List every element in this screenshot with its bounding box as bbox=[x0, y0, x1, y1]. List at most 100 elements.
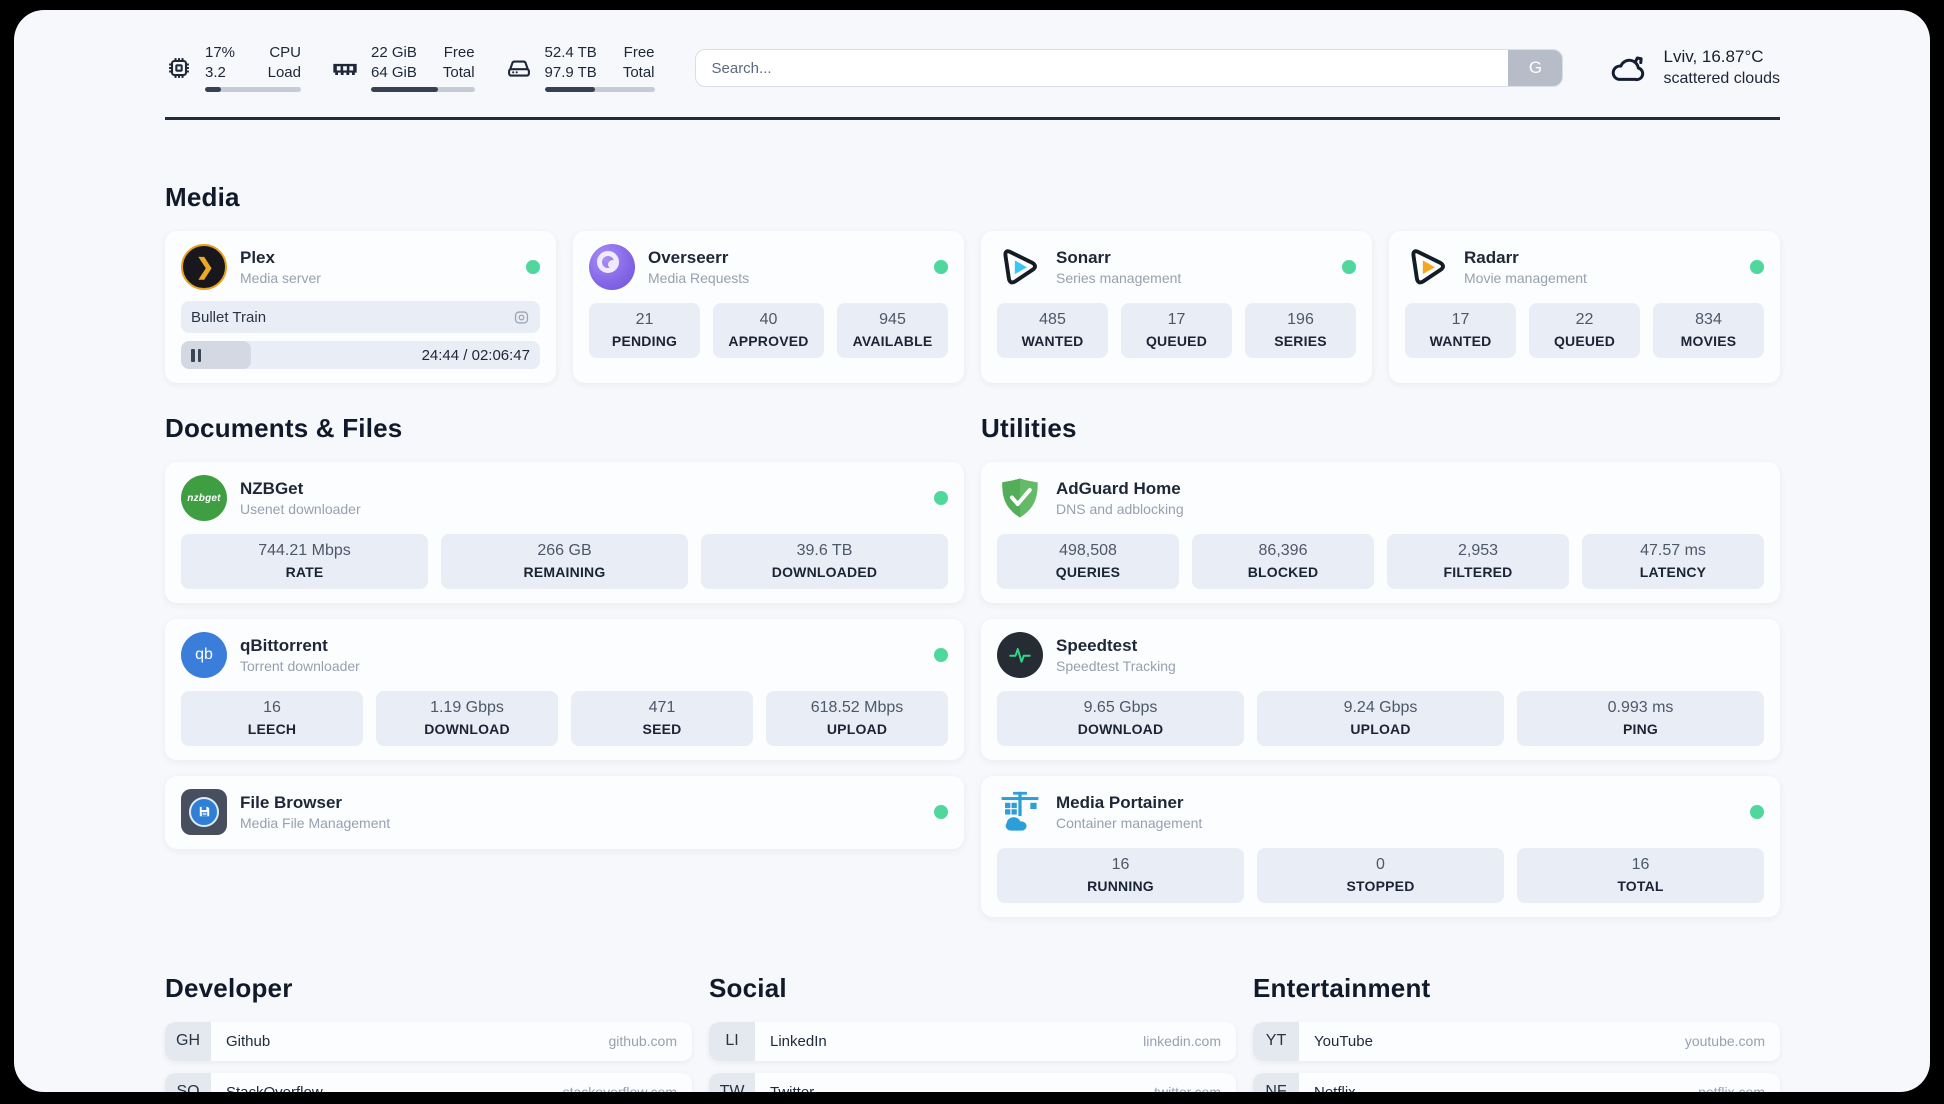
stat-label: UPLOAD bbox=[1350, 720, 1411, 737]
app-desc: Speedtest Tracking bbox=[1056, 658, 1176, 675]
stat-label: REMAINING bbox=[523, 563, 606, 580]
bookmark-link-youtube[interactable]: YT YouTube youtube.com bbox=[1253, 1021, 1780, 1061]
metric-label-2: Total bbox=[622, 63, 655, 81]
app-card-sonarr[interactable]: Sonarr Series management 485 WANTED 17 QUEUED… bbox=[981, 231, 1372, 383]
status-online-dot bbox=[934, 491, 948, 505]
app-name: Overseerr bbox=[648, 247, 729, 267]
bookmark-link-netflix[interactable]: NF Netflixnetflix.com bbox=[1253, 1072, 1780, 1092]
stat-value: 266 GB bbox=[537, 542, 592, 559]
pause-icon[interactable] bbox=[191, 348, 201, 362]
stat-label: WANTED bbox=[1021, 332, 1084, 349]
stats-grid: 17 WANTED 22 QUEUED 834 MOVIES bbox=[1405, 303, 1764, 358]
app-card-radarr[interactable]: Radarr Movie management 17 WANTED 22 QUEUED 83… bbox=[1389, 231, 1780, 383]
section-title: Entertainment bbox=[1253, 972, 1431, 1003]
app-name: qBittorrent bbox=[240, 635, 328, 655]
stat-upload: 9.24 Gbps UPLOAD bbox=[1257, 690, 1504, 746]
stat-label: WANTED bbox=[1429, 332, 1492, 349]
stat-label: RATE bbox=[285, 563, 324, 580]
bookmark-domain: youtube.com bbox=[1684, 1033, 1765, 1050]
app-desc: DNS and adblocking bbox=[1056, 501, 1184, 518]
app-desc: Torrent downloader bbox=[240, 658, 360, 675]
stat-value: 16 bbox=[263, 698, 281, 716]
stat-seed: 471 SEED bbox=[571, 690, 753, 746]
stat-label: RUNNING bbox=[1087, 877, 1154, 894]
stat-label: FILTERED bbox=[1443, 563, 1513, 580]
now-playing-row: Bullet Train bbox=[181, 301, 540, 333]
bookmark-link-linkedin[interactable]: LI LinkedIn linkedin.com bbox=[709, 1021, 1236, 1061]
app-card-overseerr[interactable]: Overseerr Media Requests 21 PENDING 40 APPROV… bbox=[573, 231, 964, 383]
metric-label-1: CPU bbox=[269, 43, 301, 61]
now-playing-title: Bullet Train bbox=[191, 308, 267, 326]
search-engine-button[interactable]: G bbox=[1508, 50, 1563, 86]
weather-widget[interactable]: Lviv, 16.87°C scattered clouds bbox=[1607, 46, 1780, 90]
stat-label: LEECH bbox=[247, 720, 297, 737]
sonarr-icon bbox=[997, 244, 1043, 290]
stat-leech: 16 LEECH bbox=[181, 690, 363, 746]
stat-remaining: 266 GB REMAINING bbox=[441, 534, 688, 589]
stat-label: APPROVED bbox=[728, 332, 809, 349]
stat-stopped: 0 STOPPED bbox=[1257, 847, 1504, 903]
stat-value: 22 bbox=[1575, 311, 1594, 328]
stats-grid: 485 WANTED 17 QUEUED 196 SERIES bbox=[997, 303, 1356, 358]
stat-value: 86,396 bbox=[1258, 542, 1308, 559]
stat-rate: 744.21 Mbps RATE bbox=[181, 534, 428, 589]
app-card-nzbget[interactable]: nzbget NZBGet Usenet downloader 744.21 Mbps… bbox=[165, 462, 964, 603]
app-name: Radarr bbox=[1464, 247, 1519, 267]
bookmark-domain: twitter.com bbox=[1154, 1084, 1221, 1092]
stat-label: UPLOAD bbox=[826, 720, 888, 737]
stat-wanted: 485 WANTED bbox=[997, 303, 1108, 358]
stat-label: PENDING bbox=[611, 332, 678, 349]
stats-grid: 21 PENDING 40 APPROVED 945 AVAILABLE bbox=[589, 303, 948, 358]
app-card-plex[interactable]: ❯ Plex Media server Bullet Train 24:44 / 02:… bbox=[165, 231, 556, 383]
stat-wanted: 17 WANTED bbox=[1405, 303, 1516, 358]
section-title-utilities: Utilities bbox=[981, 413, 1077, 443]
stat-label: QUERIES bbox=[1055, 563, 1121, 580]
app-card-qbittorrent[interactable]: qb qBittorrent Torrent downloader 16 LEECH 1.… bbox=[165, 618, 964, 760]
bookmark-name: Netflix bbox=[1314, 1084, 1698, 1092]
stat-value: 16 bbox=[1111, 855, 1130, 873]
stat-label: DOWNLOADED bbox=[771, 563, 878, 580]
stat-value: 744.21 Mbps bbox=[258, 542, 351, 559]
stat-label: SERIES bbox=[1274, 332, 1327, 349]
stat-label: STOPPED bbox=[1346, 877, 1415, 894]
metric-value-2: 64 GiB bbox=[371, 63, 417, 81]
stat-label: PING bbox=[1622, 720, 1659, 737]
section-title-documents: Documents & Files bbox=[165, 413, 403, 443]
bookmark-name: LinkedIn bbox=[770, 1032, 827, 1050]
bookmark-link-stackoverflow[interactable]: SO StackOverflowstackoverflow.com bbox=[165, 1072, 692, 1092]
stat-queries: 498,508 QUERIES bbox=[997, 534, 1179, 589]
disk-icon bbox=[507, 60, 530, 77]
playback-progress-bar[interactable]: 24:44 / 02:06:47 bbox=[181, 341, 540, 369]
app-card-portainer[interactable]: Media Portainer Container management 16 RUN… bbox=[981, 775, 1780, 917]
bookmark-link-twitter[interactable]: TW Twittertwitter.com bbox=[709, 1072, 1236, 1092]
search-input[interactable] bbox=[694, 49, 1564, 87]
overseerr-icon bbox=[589, 244, 635, 290]
app-name: Plex bbox=[240, 247, 275, 267]
status-online-dot bbox=[1750, 260, 1764, 274]
metric-value-1: 22 GiB bbox=[371, 43, 417, 61]
stats-grid: 16 RUNNING 0 STOPPED 16 TOTAL bbox=[997, 847, 1764, 903]
app-card-speedtest[interactable]: Speedtest Speedtest Tracking 9.65 Gbps DOWN… bbox=[981, 618, 1780, 760]
bookmark-section-entertainment: Entertainment YT YouTube youtube.com NF Netfl… bbox=[1253, 973, 1780, 1092]
bookmark-link-github[interactable]: GH Github github.com bbox=[165, 1021, 692, 1061]
stats-grid: 9.65 Gbps DOWNLOAD 9.24 Gbps UPLOAD 0.993 ms… bbox=[997, 690, 1764, 746]
nzbget-icon: nzbget bbox=[181, 475, 227, 521]
metric-value-1: 17% bbox=[205, 43, 236, 61]
stat-pending: 21 PENDING bbox=[589, 303, 700, 358]
app-name: File Browser bbox=[240, 792, 343, 812]
app-card-adguard[interactable]: AdGuard Home DNS and adblocking 498,508 QUE… bbox=[981, 462, 1780, 603]
bookmark-domain: stackoverflow.com bbox=[563, 1084, 677, 1092]
app-card-filebrowser[interactable]: File Browser Media File Management bbox=[165, 775, 964, 849]
stat-value: 498,508 bbox=[1059, 542, 1117, 559]
stat-value: 17 bbox=[1167, 311, 1186, 328]
header-divider bbox=[165, 117, 1780, 120]
bookmark-domain: netflix.com bbox=[1698, 1084, 1765, 1092]
metric-label-2: Total bbox=[442, 63, 475, 81]
stat-value: 16 bbox=[1631, 855, 1650, 873]
stats-grid: 744.21 Mbps RATE 266 GB REMAINING 39.6 TB DOW… bbox=[181, 534, 948, 589]
bookmark-name: YouTube bbox=[1314, 1032, 1373, 1050]
status-online-dot bbox=[526, 260, 540, 274]
stat-label: AVAILABLE bbox=[852, 332, 933, 349]
app-desc: Series management bbox=[1056, 270, 1182, 287]
section-title: Developer bbox=[165, 972, 293, 1003]
